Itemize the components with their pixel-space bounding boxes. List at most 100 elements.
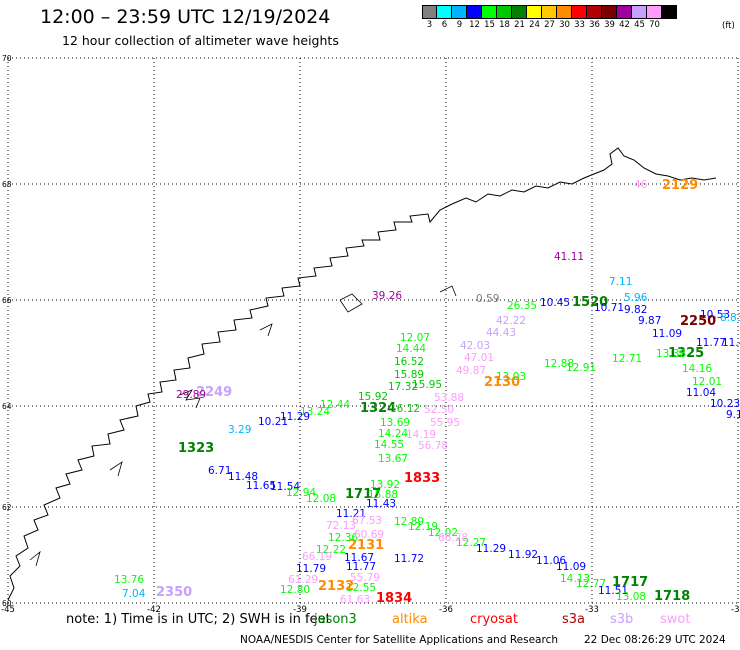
lon-label: -30 — [731, 605, 740, 615]
wave-height-label: 12.77 — [576, 578, 606, 590]
wave-height-label: 12.36 — [328, 532, 358, 544]
wave-height-label: 14.19 — [406, 429, 436, 441]
legend-label: 30 — [559, 20, 570, 30]
track-time-label: 2129 — [662, 178, 698, 193]
legend-swatch — [587, 5, 602, 19]
legend-label: 24 — [529, 20, 540, 30]
wave-height-label: 44.43 — [486, 327, 516, 339]
track-time-label: 1834 — [376, 591, 412, 606]
wave-height-label: 42.03 — [460, 340, 490, 352]
wave-height-label: 12.94 — [286, 487, 316, 499]
lon-label: -36 — [439, 605, 453, 615]
wave-height-label: 5.96 — [624, 292, 648, 304]
wave-height-label: 13.76 — [114, 574, 144, 586]
wave-height-label: 7.11 — [609, 276, 632, 288]
wave-height-label: 55.79 — [350, 572, 380, 584]
track-time-label: 1520 — [572, 295, 608, 310]
wave-height-label: 61.63 — [340, 594, 370, 606]
wave-height-label: 16.12 — [390, 403, 420, 415]
wave-height-label: 11.65 — [246, 480, 276, 492]
coast-fjords — [29, 285, 457, 567]
wave-height-label: 14.44 — [396, 343, 426, 355]
wave-height-label: 11.04 — [686, 387, 716, 399]
satellite-legend-item: cryosat — [470, 612, 518, 627]
wave-height-label: 13.67 — [378, 453, 408, 465]
wave-height-label: 10.23 — [710, 398, 740, 410]
wave-height-label: 11.29 — [476, 543, 506, 555]
wave-height-label: 15.92 — [358, 391, 388, 403]
lat-label: 68 — [2, 180, 12, 189]
wave-height-label: 12.55 — [346, 582, 376, 594]
legend-label: 27 — [544, 20, 555, 30]
satellite-legend-item: altika — [392, 612, 428, 627]
wave-height-label: 55.95 — [430, 417, 460, 429]
wave-height-label: 66.19 — [302, 551, 332, 563]
wave-height-label: 6.71 — [208, 465, 231, 477]
wave-height-label: 11.09 — [556, 561, 586, 573]
wave-height-label: 9.87 — [638, 315, 661, 327]
track-time-label: 2249 — [196, 385, 232, 400]
wave-height-label: 12.01 — [692, 376, 722, 388]
wave-height-label: 10.45 — [540, 297, 570, 309]
legend-label: 18 — [499, 20, 510, 30]
track-time-label: 1323 — [178, 441, 214, 456]
legend-label: 15 — [484, 20, 495, 30]
track-time-label: 2130 — [484, 375, 520, 390]
wave-height-label: 10.53 — [700, 309, 730, 321]
wave-height-label: 14.24 — [378, 428, 408, 440]
legend-label: 21 — [514, 20, 525, 30]
generation-timestamp: 22 Dec 08:26:29 UTC 2024 — [584, 634, 726, 646]
wave-height-label: 12.08 — [306, 493, 336, 505]
greenland-coastline — [7, 147, 717, 601]
wave-height-label: 52.50 — [424, 404, 454, 416]
wave-height-label: 11.09 — [652, 328, 682, 340]
legend-swatch — [437, 5, 452, 19]
wave-height-label: 13.38 — [656, 348, 686, 360]
track-time-label: 1833 — [404, 471, 440, 486]
wave-height-label: 12.88 — [544, 358, 574, 370]
wave-height-label: 11.29 — [280, 411, 310, 423]
wave-height-label: 66.28 — [438, 532, 468, 544]
wave-height-label: 9.1 — [726, 409, 740, 421]
wave-height-label: 12.71 — [612, 353, 642, 365]
map-title: 12:00 – 23:59 UTC 12/19/2024 — [40, 6, 331, 28]
lon-label: -42 — [147, 605, 161, 615]
wave-height-label: 9.82 — [624, 304, 647, 316]
wave-height-label: 11.72 — [394, 553, 424, 565]
wave-height-label: 26.35 — [507, 300, 537, 312]
wave-height-label: 13.24 — [300, 406, 330, 418]
track-time-label: 2132 — [318, 579, 354, 594]
legend-label: 45 — [634, 20, 645, 30]
legend-label: 6 — [441, 20, 448, 30]
wave-height-label: 11.06 — [536, 555, 566, 567]
legend-swatch — [557, 5, 572, 19]
wave-height-label: 12.89 — [394, 516, 424, 528]
legend-swatch — [512, 5, 527, 19]
wave-height-label: 39.26 — [372, 290, 402, 302]
wave-height-label: 11.77 — [346, 561, 376, 573]
wave-height-label: 14.16 — [682, 363, 712, 375]
wave-height-label: 56.78 — [418, 440, 448, 452]
wave-height-label: 12.91 — [566, 362, 596, 374]
wave-height-label: 11.92 — [508, 549, 538, 561]
wave-height-label: 10.21 — [258, 416, 288, 428]
wave-height-label: 15.95 — [412, 379, 442, 391]
wave-height-label: 17.32 — [388, 381, 418, 393]
wave-height-label: 14.13 — [560, 573, 590, 585]
wave-height-label: 8.83 — [720, 312, 740, 324]
lat-label: 64 — [2, 402, 12, 411]
wave-height-label: 12.07 — [400, 332, 430, 344]
legend-swatch — [632, 5, 647, 19]
track-time-label: 1325 — [668, 346, 704, 361]
legend-label: 36 — [589, 20, 600, 30]
wave-height-label: 72.13 — [326, 520, 356, 532]
satellite-legend-item: s3a — [562, 612, 586, 627]
wave-height-label: 11.51 — [598, 585, 628, 597]
wave-height-label: 60.69 — [354, 529, 384, 541]
wave-height-label: 49.87 — [456, 365, 486, 377]
lat-label: 62 — [2, 503, 12, 512]
lon-label: -33 — [585, 605, 599, 615]
legend-label: 33 — [574, 20, 585, 30]
wave-height-label: 41.11 — [554, 251, 584, 263]
wave-height-label: 47.01 — [464, 352, 494, 364]
